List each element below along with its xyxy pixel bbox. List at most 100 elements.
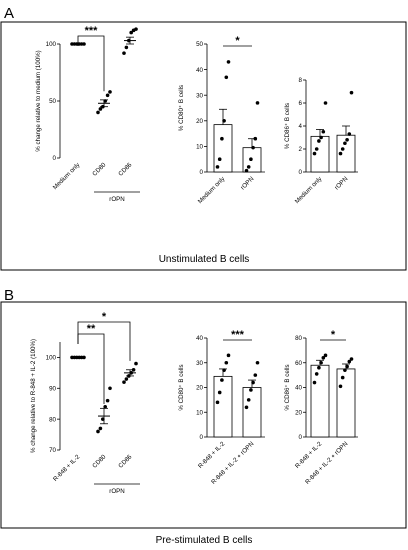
y-tick-label: 20 [295,409,302,416]
y-axis-label: % change relative to R-848 + IL-2 (100%) [30,339,37,453]
data-point [220,136,224,141]
y-tick-label: 8 [299,77,303,84]
data-point [323,101,328,105]
bar [213,124,233,173]
category-label: rOPN [240,175,256,191]
data-point [253,136,258,141]
bar [336,368,356,438]
data-point [321,129,326,134]
category-label: Medium only [294,175,324,205]
panel-a-frame [0,21,407,271]
data-point [343,368,347,372]
bar [213,375,233,438]
category-label: rOPN [334,175,350,191]
data-point [82,42,86,46]
y-axis-label: % CD86⁺ B cells [284,103,291,149]
significance-bracket [77,35,105,92]
data-point [105,93,110,98]
data-point [124,377,129,381]
data-point [98,426,103,431]
data-point [96,429,100,434]
bar [242,387,262,438]
data-point [349,90,354,95]
data-point [338,384,343,389]
y-tick-label: 80 [295,335,302,342]
data-point [244,405,249,410]
data-point [101,417,105,421]
chart-a3: 0 2 4 6 8 % CD86⁺ B cells Medium only rOPN [284,77,358,205]
y-tick-label: 80 [49,416,56,423]
data-point [134,27,138,31]
data-point [317,365,321,370]
y-tick-label: 30 [196,92,203,99]
data-point [321,356,326,360]
data-point [319,135,323,140]
category-label: R-848 + IL-2 [197,440,227,470]
data-point [134,361,138,366]
y-tick-label: 60 [295,360,302,367]
category-label: CD86 [117,453,134,470]
y-tick-label: 100 [46,41,57,48]
significance-label: * [102,311,107,323]
significance-bracket [77,333,105,405]
data-point [124,45,129,50]
data-point [340,375,345,380]
chart-a2: 0 10 20 30 40 50 % CD80⁺ B cells Medium only rOP… [178,35,265,205]
data-point [338,151,343,156]
data-point [246,165,251,169]
significance-label: *** [85,25,99,37]
data-point [340,147,345,151]
category-label: R-848 + IL-2 [52,453,82,483]
data-point [314,147,319,151]
data-point [217,390,222,395]
y-axis-label: % change relative to medium (100%) [35,50,42,151]
data-point [323,353,328,358]
data-point [217,157,222,161]
y-tick-label: 10 [196,144,203,151]
data-point [312,380,317,385]
category-label: Medium only [197,175,227,205]
data-point [249,388,253,392]
significance-bracket [77,321,131,361]
data-point [314,372,319,376]
data-point [103,99,107,103]
y-tick-label: 20 [196,385,203,392]
data-point [96,110,100,115]
category-label: Medium only [52,161,82,191]
y-tick-label: 0 [200,434,204,441]
data-point [251,380,255,385]
data-point [127,38,131,43]
data-point [122,51,126,55]
y-tick-label: 0 [53,155,57,162]
y-tick-label: 30 [196,360,203,367]
data-point [251,145,255,150]
y-tick-label: 50 [196,41,203,48]
data-point [215,165,220,169]
y-axis-label: % CD80⁺ B cells [178,364,185,410]
data-point [244,168,249,173]
category-label: CD86 [117,161,134,178]
data-point [345,364,349,369]
data-point [317,139,321,143]
panel-b-frame [0,301,407,529]
panel-a-letter: A [4,5,14,22]
data-point [226,353,231,358]
category-label: CD80 [91,161,108,178]
data-point [349,357,354,361]
y-tick-label: 6 [299,100,303,107]
panel-a-caption: Unstimulated B cells [159,254,250,265]
category-label: CD80 [91,453,108,470]
data-point [105,398,110,403]
data-point [226,60,231,64]
panel-b-caption: Pre-stimulated B cells [156,535,253,546]
y-tick-label: 40 [295,385,302,392]
data-point [222,119,226,123]
y-tick-label: 0 [200,169,204,176]
y-tick-label: 4 [299,123,303,130]
significance-label: *** [231,329,245,341]
data-point [127,374,131,378]
significance-label: ** [87,323,96,335]
y-axis-label: % CD86⁺ B cells [284,364,291,410]
bar [310,364,330,438]
